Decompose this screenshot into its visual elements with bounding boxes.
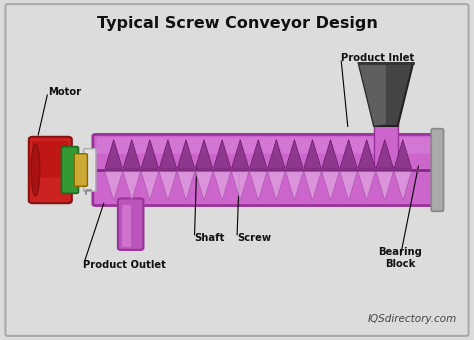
Polygon shape: [340, 139, 357, 168]
Polygon shape: [304, 172, 321, 201]
Polygon shape: [340, 172, 357, 201]
Polygon shape: [213, 139, 231, 168]
Polygon shape: [105, 139, 122, 168]
Polygon shape: [231, 139, 249, 168]
FancyBboxPatch shape: [122, 205, 131, 247]
Polygon shape: [322, 139, 339, 168]
Text: IQSdirectory.com: IQSdirectory.com: [367, 314, 457, 324]
FancyBboxPatch shape: [5, 4, 469, 336]
Polygon shape: [159, 139, 177, 168]
Polygon shape: [268, 172, 285, 201]
FancyBboxPatch shape: [74, 154, 87, 186]
Polygon shape: [213, 172, 231, 201]
Text: Motor: Motor: [48, 87, 81, 97]
Polygon shape: [123, 139, 140, 168]
Polygon shape: [359, 63, 413, 126]
Polygon shape: [195, 139, 213, 168]
Polygon shape: [286, 172, 303, 201]
Polygon shape: [359, 63, 386, 126]
Polygon shape: [141, 172, 158, 201]
FancyBboxPatch shape: [97, 137, 434, 154]
Polygon shape: [159, 172, 177, 201]
Text: Screw: Screw: [237, 233, 271, 243]
Text: Typical Screw Conveyor Design: Typical Screw Conveyor Design: [97, 16, 377, 31]
Polygon shape: [376, 172, 393, 201]
Polygon shape: [358, 172, 375, 201]
Polygon shape: [268, 139, 285, 168]
Polygon shape: [141, 139, 158, 168]
Polygon shape: [177, 139, 195, 168]
Polygon shape: [177, 172, 195, 201]
Text: Product Inlet: Product Inlet: [341, 53, 414, 63]
FancyBboxPatch shape: [62, 147, 78, 193]
Polygon shape: [250, 172, 267, 201]
Text: Product Outlet: Product Outlet: [83, 260, 166, 270]
Polygon shape: [105, 172, 122, 201]
Polygon shape: [123, 172, 140, 201]
Polygon shape: [376, 139, 393, 168]
Polygon shape: [195, 172, 213, 201]
Polygon shape: [394, 139, 411, 168]
Text: Bearing
Block: Bearing Block: [378, 247, 422, 269]
Polygon shape: [358, 139, 375, 168]
Polygon shape: [231, 172, 249, 201]
FancyBboxPatch shape: [374, 124, 398, 167]
Polygon shape: [394, 172, 411, 201]
FancyBboxPatch shape: [83, 149, 96, 191]
FancyBboxPatch shape: [32, 141, 69, 177]
Text: Shaft: Shaft: [194, 233, 225, 243]
Polygon shape: [304, 139, 321, 168]
FancyBboxPatch shape: [93, 134, 438, 206]
Polygon shape: [250, 139, 267, 168]
FancyBboxPatch shape: [29, 137, 72, 203]
FancyBboxPatch shape: [118, 199, 144, 250]
Polygon shape: [322, 172, 339, 201]
Polygon shape: [286, 139, 303, 168]
Ellipse shape: [31, 144, 40, 196]
FancyBboxPatch shape: [431, 129, 444, 211]
